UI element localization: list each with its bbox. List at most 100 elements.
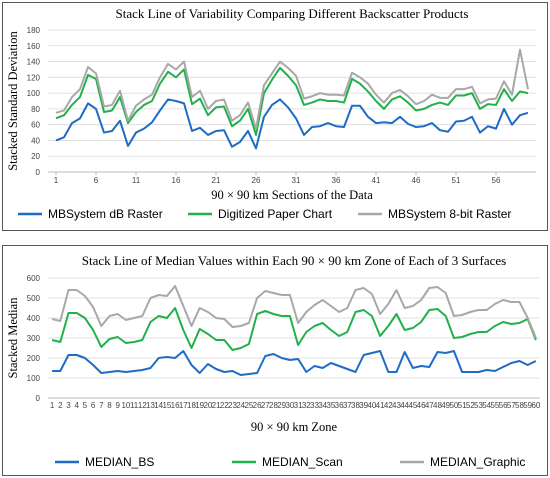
legend-label: MEDIAN_Graphic <box>430 455 525 469</box>
x-tick-label: 51 <box>458 401 467 410</box>
x-tick-label: 46 <box>417 401 426 410</box>
x-tick-label: 3 <box>66 401 71 410</box>
panel-border <box>2 245 548 476</box>
x-tick-label: 26 <box>252 176 261 185</box>
x-tick-label: 7 <box>99 401 104 410</box>
x-tick-label: 1 <box>50 401 55 410</box>
legend-label: MEDIAN_Scan <box>262 455 343 469</box>
x-tick-label: 51 <box>452 176 461 185</box>
x-tick-label: 25 <box>244 401 253 410</box>
x-tick-label: 11 <box>132 176 141 185</box>
x-tick-label: 40 <box>367 401 376 410</box>
x-tick-label: 8 <box>107 401 112 410</box>
x-tick-label: 27 <box>261 401 270 410</box>
x-axis-label: 90 × 90 km Sections of the Data <box>211 188 373 202</box>
x-tick-label: 20 <box>203 401 212 410</box>
x-tick-label: 18 <box>187 401 196 410</box>
x-tick-label: 31 <box>294 401 303 410</box>
series-line <box>55 98 529 150</box>
x-tick-label: 24 <box>236 401 245 410</box>
x-tick-label: 56 <box>499 401 508 410</box>
series-line <box>51 307 537 351</box>
y-tick-label: 0 <box>36 394 41 403</box>
y-tick-label: 100 <box>27 89 41 98</box>
series-line <box>51 285 537 339</box>
chart-title: Stack Line of Median Values within Each … <box>82 253 506 268</box>
x-tick-label: 4 <box>74 401 79 410</box>
x-tick-label: 41 <box>376 401 385 410</box>
x-tick-label: 56 <box>492 176 501 185</box>
y-tick-label: 200 <box>27 354 41 363</box>
x-tick-label: 29 <box>277 401 286 410</box>
y-tick-label: 500 <box>27 294 41 303</box>
x-tick-label: 53 <box>474 401 483 410</box>
x-tick-label: 60 <box>531 401 540 410</box>
x-tick-label: 59 <box>523 401 532 410</box>
y-tick-label: 600 <box>27 274 41 283</box>
y-tick-label: 400 <box>27 314 41 323</box>
x-tick-label: 54 <box>482 401 491 410</box>
y-axis-label: Stacked Standard Deviation <box>6 30 20 170</box>
x-tick-label: 22 <box>220 401 229 410</box>
y-tick-label: 100 <box>27 374 41 383</box>
x-tick-label: 49 <box>441 401 450 410</box>
x-tick-label: 17 <box>179 401 188 410</box>
x-tick-label: 19 <box>195 401 204 410</box>
x-tick-label: 11 <box>130 401 139 410</box>
x-tick-label: 36 <box>335 401 344 410</box>
y-tick-label: 120 <box>27 73 41 82</box>
panel-border <box>2 2 548 231</box>
y-tick-label: 40 <box>31 136 40 145</box>
series-line <box>55 48 529 130</box>
series-line <box>52 350 537 376</box>
x-tick-label: 21 <box>212 176 221 185</box>
legend-label: MBSystem dB Raster <box>48 207 163 221</box>
y-tick-label: 140 <box>27 58 41 67</box>
x-tick-label: 55 <box>490 401 499 410</box>
y-tick-label: 180 <box>27 26 41 35</box>
x-tick-label: 58 <box>515 401 524 410</box>
x-tick-label: 47 <box>425 401 434 410</box>
x-tick-label: 52 <box>466 401 475 410</box>
x-tick-label: 34 <box>318 401 327 410</box>
x-tick-label: 36 <box>332 176 341 185</box>
legend-label: MEDIAN_BS <box>85 455 154 469</box>
x-tick-label: 6 <box>94 176 99 185</box>
x-axis-label: 90 × 90 km Zone <box>251 420 338 434</box>
y-tick-label: 20 <box>31 152 40 161</box>
x-tick-label: 21 <box>212 401 221 410</box>
x-tick-label: 5 <box>83 401 88 410</box>
x-tick-label: 57 <box>507 401 516 410</box>
x-tick-label: 10 <box>121 401 130 410</box>
legend-label: MBSystem 8-bit Raster <box>388 207 511 221</box>
x-tick-label: 30 <box>285 401 294 410</box>
x-tick-label: 43 <box>392 401 401 410</box>
legend-label: Digitized Paper Chart <box>218 207 333 221</box>
x-tick-label: 26 <box>253 401 262 410</box>
x-tick-label: 13 <box>146 401 155 410</box>
x-tick-label: 23 <box>228 401 237 410</box>
x-tick-label: 2 <box>58 401 63 410</box>
x-tick-label: 32 <box>302 401 311 410</box>
x-tick-label: 35 <box>326 401 335 410</box>
y-tick-label: 160 <box>27 42 41 51</box>
x-tick-label: 16 <box>172 176 181 185</box>
x-tick-label: 44 <box>400 401 409 410</box>
chart-title: Stack Line of Variability Comparing Diff… <box>116 6 469 21</box>
y-tick-label: 0 <box>36 168 41 177</box>
x-tick-label: 12 <box>138 401 147 410</box>
x-tick-label: 33 <box>310 401 319 410</box>
x-tick-label: 37 <box>343 401 352 410</box>
x-tick-label: 42 <box>384 401 393 410</box>
y-axis-label: Stacked Median <box>6 297 20 379</box>
x-tick-label: 48 <box>433 401 442 410</box>
x-tick-label: 31 <box>292 176 301 185</box>
x-tick-label: 28 <box>269 401 278 410</box>
x-tick-label: 45 <box>408 401 417 410</box>
x-tick-label: 50 <box>449 401 458 410</box>
series-line <box>55 66 529 136</box>
x-tick-label: 14 <box>154 401 163 410</box>
x-tick-label: 15 <box>162 401 171 410</box>
x-tick-label: 38 <box>351 401 360 410</box>
